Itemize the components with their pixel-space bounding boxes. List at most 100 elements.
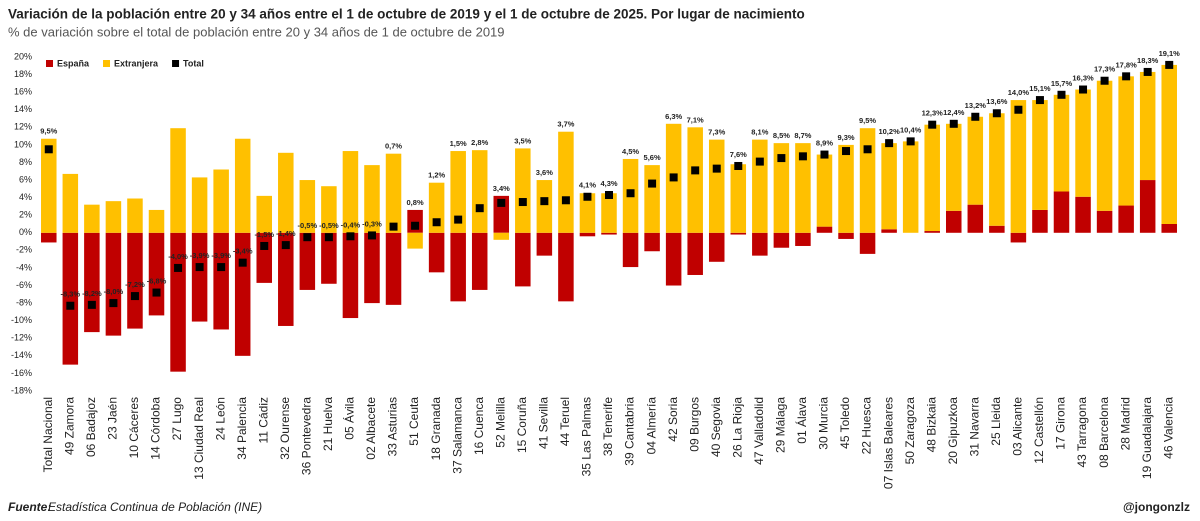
total-marker (217, 263, 226, 272)
total-marker (260, 241, 269, 250)
data-label: 14,0% (1008, 88, 1030, 97)
x-tick-label: 44 Teruel (558, 397, 572, 446)
bar (1075, 89, 1091, 197)
data-label: 17,8% (1115, 60, 1137, 69)
total-marker (130, 292, 139, 301)
bar (687, 232, 703, 275)
data-label: 10,2% (878, 127, 900, 136)
data-label: 3,5% (514, 136, 531, 145)
x-tick-label: 26 La Rioja (730, 397, 744, 458)
x-tick-label: 11 Cádiz (256, 397, 270, 443)
bar (622, 232, 639, 268)
data-label: -7,2% (125, 280, 145, 289)
chart-title: Variación de la población entre 20 y 34 … (8, 7, 805, 22)
chart-subtitle: % de variación sobre el total de poblaci… (8, 24, 505, 39)
bar (1010, 100, 1027, 233)
x-tick-label: 05 Ávila (342, 397, 357, 440)
y-tick-label: -12% (11, 333, 32, 343)
data-label: 7,6% (730, 150, 747, 159)
bar (170, 128, 186, 233)
x-tick-label: Total Nacional (41, 397, 55, 472)
y-tick-label: 6% (19, 174, 32, 184)
data-label: -3,9% (190, 251, 210, 260)
x-tick-label: 29 Málaga (774, 397, 788, 453)
bar (795, 232, 811, 246)
total-marker (66, 301, 75, 310)
total-marker (411, 221, 420, 230)
bar (558, 232, 574, 302)
data-label: 17,3% (1094, 65, 1116, 74)
x-tick-label: 31 Navarra (967, 397, 981, 457)
total-marker (1143, 67, 1152, 76)
x-tick-label: 45 Toledo (838, 397, 852, 449)
y-tick-label: 2% (19, 210, 32, 220)
x-tick-label: 16 Cuenca (472, 397, 486, 455)
source-label: Fuente: (8, 500, 51, 514)
total-marker (303, 233, 312, 242)
bar (579, 193, 596, 233)
y-tick-label: 18% (14, 69, 32, 79)
total-marker (1035, 96, 1044, 105)
bar (989, 113, 1005, 226)
bar (127, 198, 143, 233)
bar (234, 138, 251, 233)
bar (859, 232, 876, 254)
bar (62, 232, 79, 365)
bar (579, 232, 596, 237)
x-tick-label: 46 Valencia (1161, 397, 1175, 459)
bar (256, 232, 273, 283)
y-tick-label: -6% (16, 280, 32, 290)
total-marker (518, 198, 527, 207)
bar (558, 131, 574, 233)
data-label: 7,1% (687, 115, 704, 124)
x-tick-label: 27 Lugo (170, 397, 184, 441)
total-marker (949, 119, 958, 128)
total-marker (1100, 76, 1109, 85)
bar (84, 232, 100, 333)
bar (41, 138, 57, 233)
bar (493, 232, 510, 240)
x-tick-label: 43 Tarragona (1075, 397, 1089, 468)
bar (148, 232, 165, 316)
bar (752, 139, 768, 233)
x-tick-label: 12 Castellón (1032, 397, 1046, 464)
x-tick-label: 06 Badajoz (84, 397, 98, 457)
total-marker (195, 263, 204, 272)
bar (816, 226, 833, 233)
bar (601, 193, 617, 233)
bar (471, 232, 488, 290)
x-tick-label: 33 Asturias (386, 397, 400, 456)
data-label: 9,5% (40, 127, 57, 136)
x-tick-label: 30 Murcia (817, 397, 831, 450)
bar (105, 232, 122, 336)
bar (730, 164, 747, 233)
bar (708, 139, 725, 233)
x-tick-label: 15 Coruña (515, 397, 529, 453)
bar (967, 116, 984, 205)
total-marker (605, 190, 613, 199)
bar (385, 232, 402, 305)
y-tick-label: 10% (14, 139, 32, 149)
x-tick-label: 09 Burgos (687, 397, 701, 452)
data-label: -1,4% (276, 229, 296, 238)
source: Estadística Continua de Población (INE) (48, 500, 262, 514)
data-label: -8,3% (61, 290, 81, 299)
legend-label: Total (183, 58, 204, 68)
bar (1118, 76, 1134, 206)
bar (536, 232, 553, 256)
bar (407, 232, 423, 249)
bar (321, 186, 337, 233)
data-label: 1,5% (450, 139, 467, 148)
bar (924, 124, 940, 232)
bar (644, 232, 660, 252)
author: @jongonzlz (1123, 500, 1190, 514)
x-tick-label: 47 Valladolid (752, 397, 766, 465)
total-marker (992, 109, 1001, 118)
data-label: -0,5% (298, 221, 318, 230)
x-tick-label: 04 Almería (644, 397, 658, 455)
bar (127, 232, 143, 329)
x-tick-label: 51 Ceuta (407, 397, 421, 446)
data-label: -8,0% (104, 287, 124, 296)
bar (213, 169, 229, 233)
data-label: -0,5% (319, 221, 339, 230)
